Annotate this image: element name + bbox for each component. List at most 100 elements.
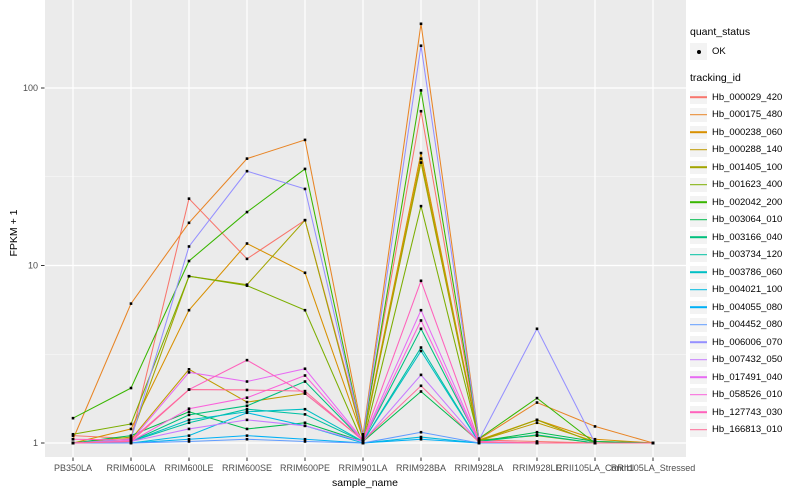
legend-item-label: Hb_003734_120: [712, 249, 783, 261]
legend-item-Hb_007432_050: Hb_007432_050: [690, 351, 798, 369]
data-point: [187, 410, 191, 414]
data-point: [71, 416, 75, 420]
data-point: [245, 411, 249, 415]
legend-key-box: [690, 125, 707, 139]
data-point: [303, 413, 307, 416]
data-point: [419, 204, 423, 208]
data-point: [245, 437, 249, 441]
data-point: [419, 384, 423, 388]
data-point: [419, 435, 423, 439]
data-point: [303, 389, 307, 393]
data-point: [187, 413, 191, 417]
x-tick-label: RRIM600SE: [222, 463, 272, 473]
data-point: [245, 400, 249, 404]
legend-quant-items: OK: [690, 43, 798, 61]
legend-key-box: [690, 43, 707, 61]
legend-key-box: [690, 423, 707, 437]
data-point: [245, 242, 249, 245]
line-swatch-icon: [690, 358, 707, 361]
data-point: [477, 438, 481, 442]
line-swatch-icon: [690, 236, 707, 239]
x-tick-label: RRIM928LA: [454, 463, 503, 473]
line-swatch-icon: [690, 218, 707, 221]
legend-key-box: [690, 265, 707, 279]
data-point: [129, 386, 133, 390]
data-point: [187, 440, 191, 443]
data-point: [187, 274, 191, 278]
data-point: [245, 396, 249, 399]
legend-key-box: [690, 405, 707, 419]
data-point: [187, 197, 191, 200]
data-point: [303, 421, 307, 425]
legend-item-Hb_166813_010: Hb_166813_010: [690, 421, 798, 439]
data-point: [245, 257, 249, 261]
data-point: [245, 380, 249, 383]
line-swatch-icon: [690, 323, 707, 326]
data-point: [361, 434, 365, 437]
data-point: [71, 441, 75, 445]
data-point: [187, 368, 191, 371]
legend-item-Hb_004055_080: Hb_004055_080: [690, 299, 798, 317]
data-point: [419, 109, 423, 113]
y-axis-title: FPKM + 1: [8, 209, 20, 257]
data-point: [419, 319, 423, 322]
legend-key-box: [690, 370, 707, 384]
legend-item-Hb_000175_480: Hb_000175_480: [690, 106, 798, 124]
legend-item-label: Hb_000288_140: [712, 144, 783, 156]
data-point: [361, 432, 365, 436]
data-point: [71, 434, 75, 437]
data-point: [361, 435, 365, 439]
data-point: [245, 210, 249, 214]
legend-item-Hb_002042_200: Hb_002042_200: [690, 194, 798, 212]
data-point: [419, 44, 423, 48]
data-point: [535, 421, 539, 425]
legend-key-box: [690, 213, 707, 227]
data-point: [187, 437, 191, 441]
legend-item-Hb_003166_040: Hb_003166_040: [690, 229, 798, 247]
legend-item-label: Hb_007432_050: [712, 354, 783, 366]
legend-item-label: Hb_003064_010: [712, 214, 783, 226]
data-point: [535, 396, 539, 400]
data-point: [129, 422, 133, 426]
plot-panel-background: [45, 0, 686, 457]
data-point: [419, 327, 423, 331]
legend-item-label: OK: [712, 46, 726, 58]
data-point: [535, 440, 539, 443]
x-tick-label: RRIM600LE: [164, 463, 213, 473]
legend-item-Hb_003786_060: Hb_003786_060: [690, 264, 798, 282]
x-tick-label: RRIM928BA: [396, 463, 446, 473]
data-point: [245, 418, 249, 422]
data-point: [187, 221, 191, 225]
legend-item-Hb_000029_420: Hb_000029_420: [690, 89, 798, 107]
data-point: [245, 404, 249, 408]
legend-item-Hb_058526_010: Hb_058526_010: [690, 386, 798, 404]
data-point: [303, 392, 307, 395]
data-point: [535, 327, 539, 331]
data-point: [129, 438, 133, 442]
data-point: [535, 430, 539, 434]
data-point: [303, 308, 307, 312]
data-point: [419, 373, 423, 377]
line-swatch-icon: [690, 393, 707, 396]
x-tick-label: RRII105LA_Stressed: [611, 463, 696, 473]
data-point: [245, 358, 249, 362]
x-tick-label: RRIM928LE: [512, 463, 561, 473]
data-point: [593, 425, 597, 428]
line-swatch-icon: [690, 96, 707, 99]
legend-panel: quant_status OK tracking_id Hb_000029_42…: [690, 26, 798, 439]
data-point: [245, 388, 249, 392]
legend-item-Hb_006006_070: Hb_006006_070: [690, 334, 798, 352]
data-point: [129, 441, 133, 445]
legend-title-quant-status: quant_status: [690, 26, 751, 38]
legend-item-label: Hb_006006_070: [712, 336, 783, 348]
legend-item-Hb_017491_040: Hb_017491_040: [690, 369, 798, 387]
legend-item-label: Hb_166813_010: [712, 424, 783, 436]
data-point: [187, 259, 191, 263]
x-tick-label: RRII105LA_Control: [556, 463, 634, 473]
legend-item-Hb_004452_080: Hb_004452_080: [690, 316, 798, 334]
legend-item-label: Hb_017491_040: [712, 371, 783, 383]
data-point: [535, 401, 539, 404]
legend-key-box: [690, 143, 707, 157]
data-point: [593, 440, 597, 443]
